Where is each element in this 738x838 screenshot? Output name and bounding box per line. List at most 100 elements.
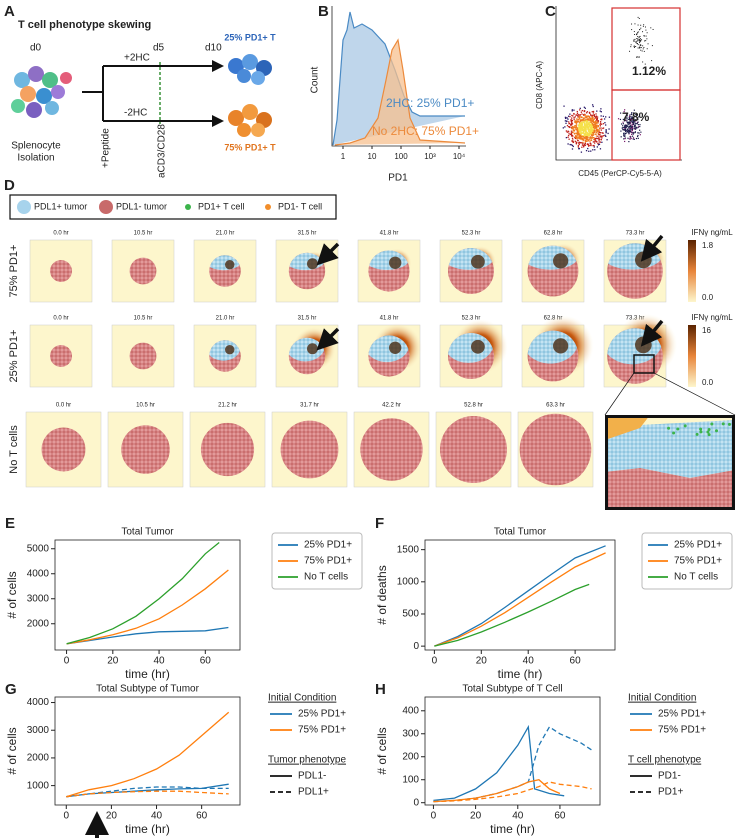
dot bbox=[579, 122, 581, 124]
plot-frame bbox=[54, 696, 241, 806]
dot bbox=[605, 132, 607, 134]
dot bbox=[599, 148, 602, 150]
dot bbox=[580, 130, 582, 132]
dot bbox=[571, 125, 573, 128]
decoration bbox=[45, 101, 59, 115]
dot bbox=[584, 115, 586, 117]
dot bbox=[628, 130, 630, 132]
dot bbox=[576, 120, 578, 122]
dot bbox=[582, 120, 584, 122]
dot bbox=[599, 123, 601, 126]
dot bbox=[634, 124, 636, 127]
dot bbox=[593, 114, 595, 116]
dot bbox=[645, 40, 647, 42]
dot bbox=[633, 46, 635, 48]
dot bbox=[596, 137, 599, 140]
dot bbox=[590, 132, 592, 134]
dot bbox=[572, 127, 574, 129]
dot bbox=[572, 145, 574, 148]
dot bbox=[575, 135, 578, 138]
t-cell-cluster bbox=[471, 339, 485, 354]
y-axis-label: CD8 (APC-A) bbox=[535, 61, 544, 109]
dot bbox=[570, 144, 572, 146]
dot bbox=[586, 119, 589, 121]
dot bbox=[592, 134, 595, 136]
dot bbox=[605, 135, 607, 138]
dot bbox=[587, 119, 590, 121]
dot bbox=[638, 40, 640, 42]
dot bbox=[573, 129, 575, 131]
arrow bbox=[640, 234, 664, 262]
x-tick-label: 40 bbox=[523, 656, 535, 667]
dot bbox=[580, 133, 582, 135]
dot bbox=[633, 31, 635, 33]
dot bbox=[569, 133, 572, 136]
dot bbox=[642, 61, 644, 63]
dot bbox=[580, 132, 582, 134]
dot bbox=[599, 136, 601, 138]
dot bbox=[634, 122, 637, 124]
y-tick-label: 0 bbox=[413, 641, 419, 652]
dot bbox=[646, 32, 648, 34]
dot bbox=[625, 132, 627, 134]
dot bbox=[585, 128, 588, 130]
dot bbox=[581, 132, 583, 134]
dot bbox=[580, 138, 582, 140]
dot bbox=[597, 131, 599, 133]
dot bbox=[586, 134, 588, 136]
time-label: 21.0 hr bbox=[216, 231, 235, 237]
t-cell-cluster bbox=[553, 338, 569, 354]
dot bbox=[591, 134, 593, 136]
thumbnail bbox=[357, 239, 421, 303]
dot bbox=[570, 120, 572, 122]
dot bbox=[628, 118, 631, 120]
dot bbox=[627, 137, 629, 139]
dot bbox=[588, 123, 590, 125]
dot bbox=[590, 150, 592, 152]
series-line bbox=[66, 790, 229, 798]
legend-label: PD1+ bbox=[658, 787, 683, 798]
dot bbox=[604, 122, 606, 124]
dot bbox=[590, 121, 592, 123]
dot bbox=[564, 117, 567, 120]
t-cell bbox=[710, 422, 714, 426]
dot bbox=[595, 135, 598, 137]
dot bbox=[578, 121, 581, 124]
t-cell bbox=[707, 433, 711, 437]
dot bbox=[584, 122, 586, 124]
dot bbox=[626, 121, 628, 123]
dot bbox=[593, 129, 596, 132]
dot bbox=[634, 128, 636, 130]
dot bbox=[625, 125, 627, 127]
dot bbox=[571, 123, 574, 125]
dot bbox=[599, 110, 601, 112]
dot bbox=[589, 124, 591, 127]
legend-label: 75% PD1+ bbox=[298, 725, 346, 736]
legend-label: No T cells bbox=[304, 572, 348, 583]
dot bbox=[589, 140, 591, 142]
dot bbox=[631, 127, 634, 129]
decoration bbox=[42, 72, 58, 88]
dot bbox=[594, 133, 597, 135]
y-tick-label: 2000 bbox=[27, 618, 50, 629]
tumor bbox=[50, 345, 72, 367]
dot bbox=[585, 133, 587, 136]
dot bbox=[622, 118, 624, 121]
dot bbox=[585, 138, 588, 140]
dot bbox=[587, 140, 589, 142]
dot bbox=[637, 126, 639, 129]
outcome-label: 25% PD1+ T bbox=[224, 32, 276, 42]
dot bbox=[575, 141, 577, 143]
tumor bbox=[129, 257, 157, 285]
dot bbox=[597, 144, 600, 146]
dot bbox=[583, 121, 585, 123]
dot bbox=[631, 133, 633, 136]
series-line bbox=[66, 783, 229, 798]
dot bbox=[636, 123, 638, 125]
dot bbox=[578, 116, 581, 119]
dot bbox=[581, 120, 583, 122]
time-label: 31.5 hr bbox=[298, 316, 317, 322]
colorbar bbox=[688, 240, 696, 302]
dot bbox=[632, 127, 634, 130]
dot bbox=[592, 125, 594, 127]
